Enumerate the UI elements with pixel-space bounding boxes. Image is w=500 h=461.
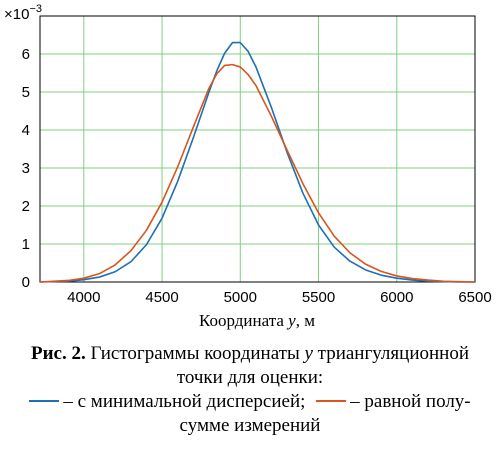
x-tick-label: 5500 [302, 289, 335, 306]
y-tick-label: 6 [22, 46, 30, 63]
y-tick-label: 4 [22, 122, 30, 139]
caption-line-2: точки для оценки: [176, 367, 324, 388]
grid [40, 16, 476, 282]
series-line-halfsum [39, 63, 476, 283]
y-axis-ticks: 0 1 2 3 4 5 6 [22, 46, 30, 291]
legend-label-min-variance: – с минимальной дисперсией; [63, 391, 306, 412]
y-tick-label: 5 [22, 84, 30, 101]
x-tick-label: 6000 [380, 289, 413, 306]
y-tick-label: 3 [22, 160, 30, 177]
x-tick-label: 5000 [224, 289, 257, 306]
x-axis-ticks: 4000 4500 5000 5500 6000 6500 [67, 289, 492, 306]
x-tick-label: 6500 [458, 289, 491, 306]
chart: 0 1 2 3 4 5 6 4000 4500 5000 5500 6000 6500 ×10−3 К… [4, 3, 492, 330]
y-tick-label: 1 [22, 236, 30, 253]
legend-swatch-blue [29, 400, 60, 403]
y-tick-label: 0 [22, 274, 30, 291]
x-tick-label: 4000 [67, 289, 100, 306]
y-multiplier: ×10−3 [4, 3, 42, 23]
plot-frame [39, 15, 476, 283]
x-tick-label: 4500 [145, 289, 178, 306]
figure-caption: Рис. 2. Гистограммы координаты y триангу… [0, 342, 500, 438]
series-line-minvar [39, 41, 475, 283]
y-tick-label: 2 [22, 198, 30, 215]
caption-line-1: Рис. 2. Гистограммы координаты y триангу… [31, 343, 469, 364]
x-axis-label: Координата y, м [199, 311, 315, 330]
figure-label: Рис. 2. [31, 343, 86, 364]
legend-swatch-orange [316, 400, 347, 403]
series-group [39, 41, 476, 283]
caption-line-4: сумме измерений [179, 415, 321, 436]
legend-label-half-sum: – равной полу- [350, 391, 471, 412]
caption-legend-line: – с минимальной дисперсией; – равной пол… [0, 390, 500, 414]
